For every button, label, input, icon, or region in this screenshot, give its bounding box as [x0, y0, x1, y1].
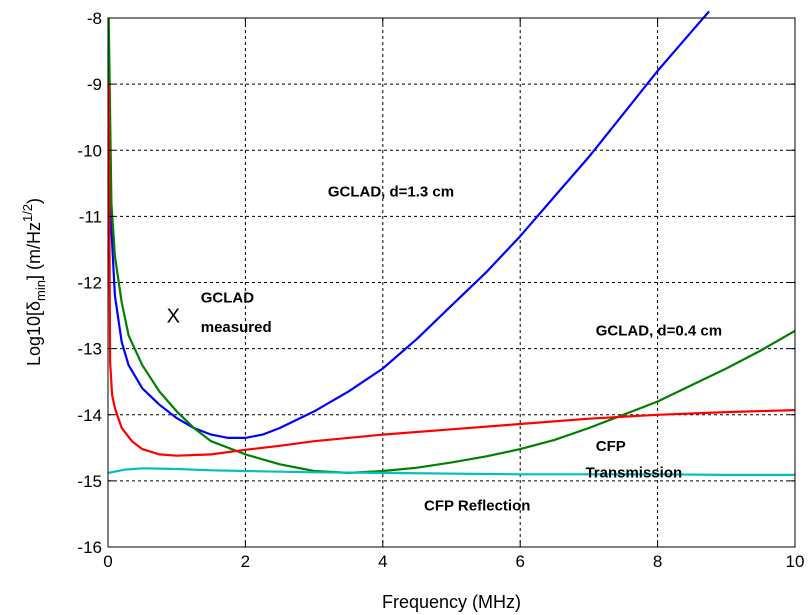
- grid: [108, 18, 795, 547]
- y-axis-label-prefix: Log10[δ: [24, 301, 44, 366]
- x-tick-label: 8: [653, 552, 662, 571]
- y-axis-label-suffix: ): [24, 198, 44, 204]
- x-tick-label: 2: [241, 552, 250, 571]
- annotations: GCLAD, d=1.3 cm GCLAD, d=0.4 cm GCLAD measu…: [167, 184, 722, 515]
- annotation-label: Transmission: [585, 465, 682, 482]
- y-axis-label-superscript: 1/2: [20, 204, 35, 222]
- x-axis-label: Frequency (MHz): [382, 592, 521, 612]
- y-tick-label: -14: [77, 406, 102, 425]
- annotation-label: measured: [201, 319, 272, 336]
- series-line-3: [107, 84, 796, 457]
- x-tick-label: 10: [786, 552, 805, 571]
- annotation-label: CFP: [596, 438, 626, 455]
- x-tick-label: 6: [515, 552, 524, 571]
- y-axis-label-middle: ] (m/Hz: [24, 222, 44, 280]
- y-tick-label: -10: [77, 141, 102, 160]
- y-tick-label: -12: [77, 274, 102, 293]
- y-axis-label: Log10[δmin] (m/Hz1/2): [20, 198, 48, 366]
- series-line-4: [107, 467, 795, 476]
- y-tick-label: -11: [79, 207, 102, 226]
- series-line-1: [107, 10, 710, 439]
- y-tick-label: -13: [77, 340, 102, 359]
- annotation-label: GCLAD: [201, 289, 254, 306]
- x-tick-label: 0: [103, 552, 112, 571]
- ticks: 0 2 4 6 8 10 -8 -9 -10 -11 -12 -13 -14 -15 -16: [77, 9, 804, 571]
- y-tick-label: -9: [87, 75, 102, 94]
- y-axis-label-subscript: min: [33, 280, 48, 301]
- annotation-label: GCLAD, d=1.3 cm: [328, 184, 454, 201]
- annotation-label: GCLAD, d=0.4 cm: [596, 322, 722, 339]
- x-tick-label: 4: [378, 552, 387, 571]
- annotation-label: CFP Reflection: [424, 498, 530, 515]
- y-tick-label: -15: [77, 472, 102, 491]
- measured-point-marker: X: [167, 306, 180, 328]
- series-group: [107, 10, 796, 476]
- y-tick-label: -16: [77, 538, 102, 557]
- y-tick-label: -8: [87, 9, 102, 28]
